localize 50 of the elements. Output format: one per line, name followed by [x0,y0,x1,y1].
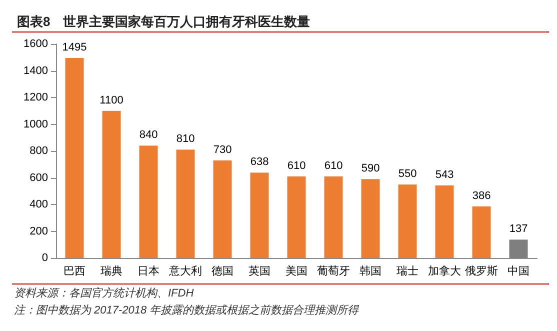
y-tick-label: 0 [42,252,48,264]
x-tick-label: 美国 [286,264,308,278]
bar [176,150,195,258]
bar [361,179,380,258]
x-tick-label: 巴西 [64,266,86,278]
data-label: 810 [176,133,195,146]
y-tick-label: 400 [30,198,48,210]
bar [65,58,84,258]
data-label: 543 [435,168,454,181]
bar [324,176,343,258]
bar [102,110,121,258]
y-tick-label: 1000 [24,118,48,130]
data-label: 386 [472,190,491,202]
chart-title: 图表8 世界主要国家每百万人口拥有牙科医生数量 [17,14,310,29]
x-tick-label: 中国 [508,264,530,278]
y-tick-label: 800 [30,145,48,157]
bar [250,172,269,258]
data-label: 730 [213,144,232,156]
text: 注：图中数据为 2017-2018 年披露的数据或根据之前数据合理推测所得 [14,304,360,316]
y-tick-label: 1200 [24,92,48,104]
data-label: 840 [139,129,158,142]
x-tick-label: 瑞士 [396,264,418,278]
data-label: 550 [398,168,417,180]
x-tick-label: 葡萄牙 [317,264,350,278]
x-tick-label: 意大利 [168,264,202,278]
data-label: 638 [250,156,269,168]
x-tick-label: 加拿大 [428,264,461,278]
data-label: 137 [509,223,528,236]
x-tick-label: 瑞典 [100,264,122,278]
bar [287,176,306,258]
x-tick-label: 日本 [138,264,160,278]
x-tick-label: 俄罗斯 [465,264,498,278]
bar [472,206,491,258]
y-tick-label: 1600 [24,38,48,50]
y-tick-label: 1400 [24,64,48,77]
bar [398,184,417,258]
data-label: 590 [361,162,380,175]
y-tick-label: 200 [30,225,48,238]
text: 资料来源：各国官方统计机构、IFDH [14,286,194,300]
bar [213,160,232,258]
bar [435,185,454,258]
data-label: 1495 [62,42,87,54]
bar [139,146,158,258]
data-label: 610 [287,160,306,172]
x-tick-label: 德国 [212,266,234,278]
x-tick-label: 韩国 [360,264,382,278]
data-label: 610 [324,160,343,172]
y-tick-label: 600 [30,172,48,184]
x-tick-label: 英国 [248,264,270,278]
data-label: 1100 [100,94,124,106]
